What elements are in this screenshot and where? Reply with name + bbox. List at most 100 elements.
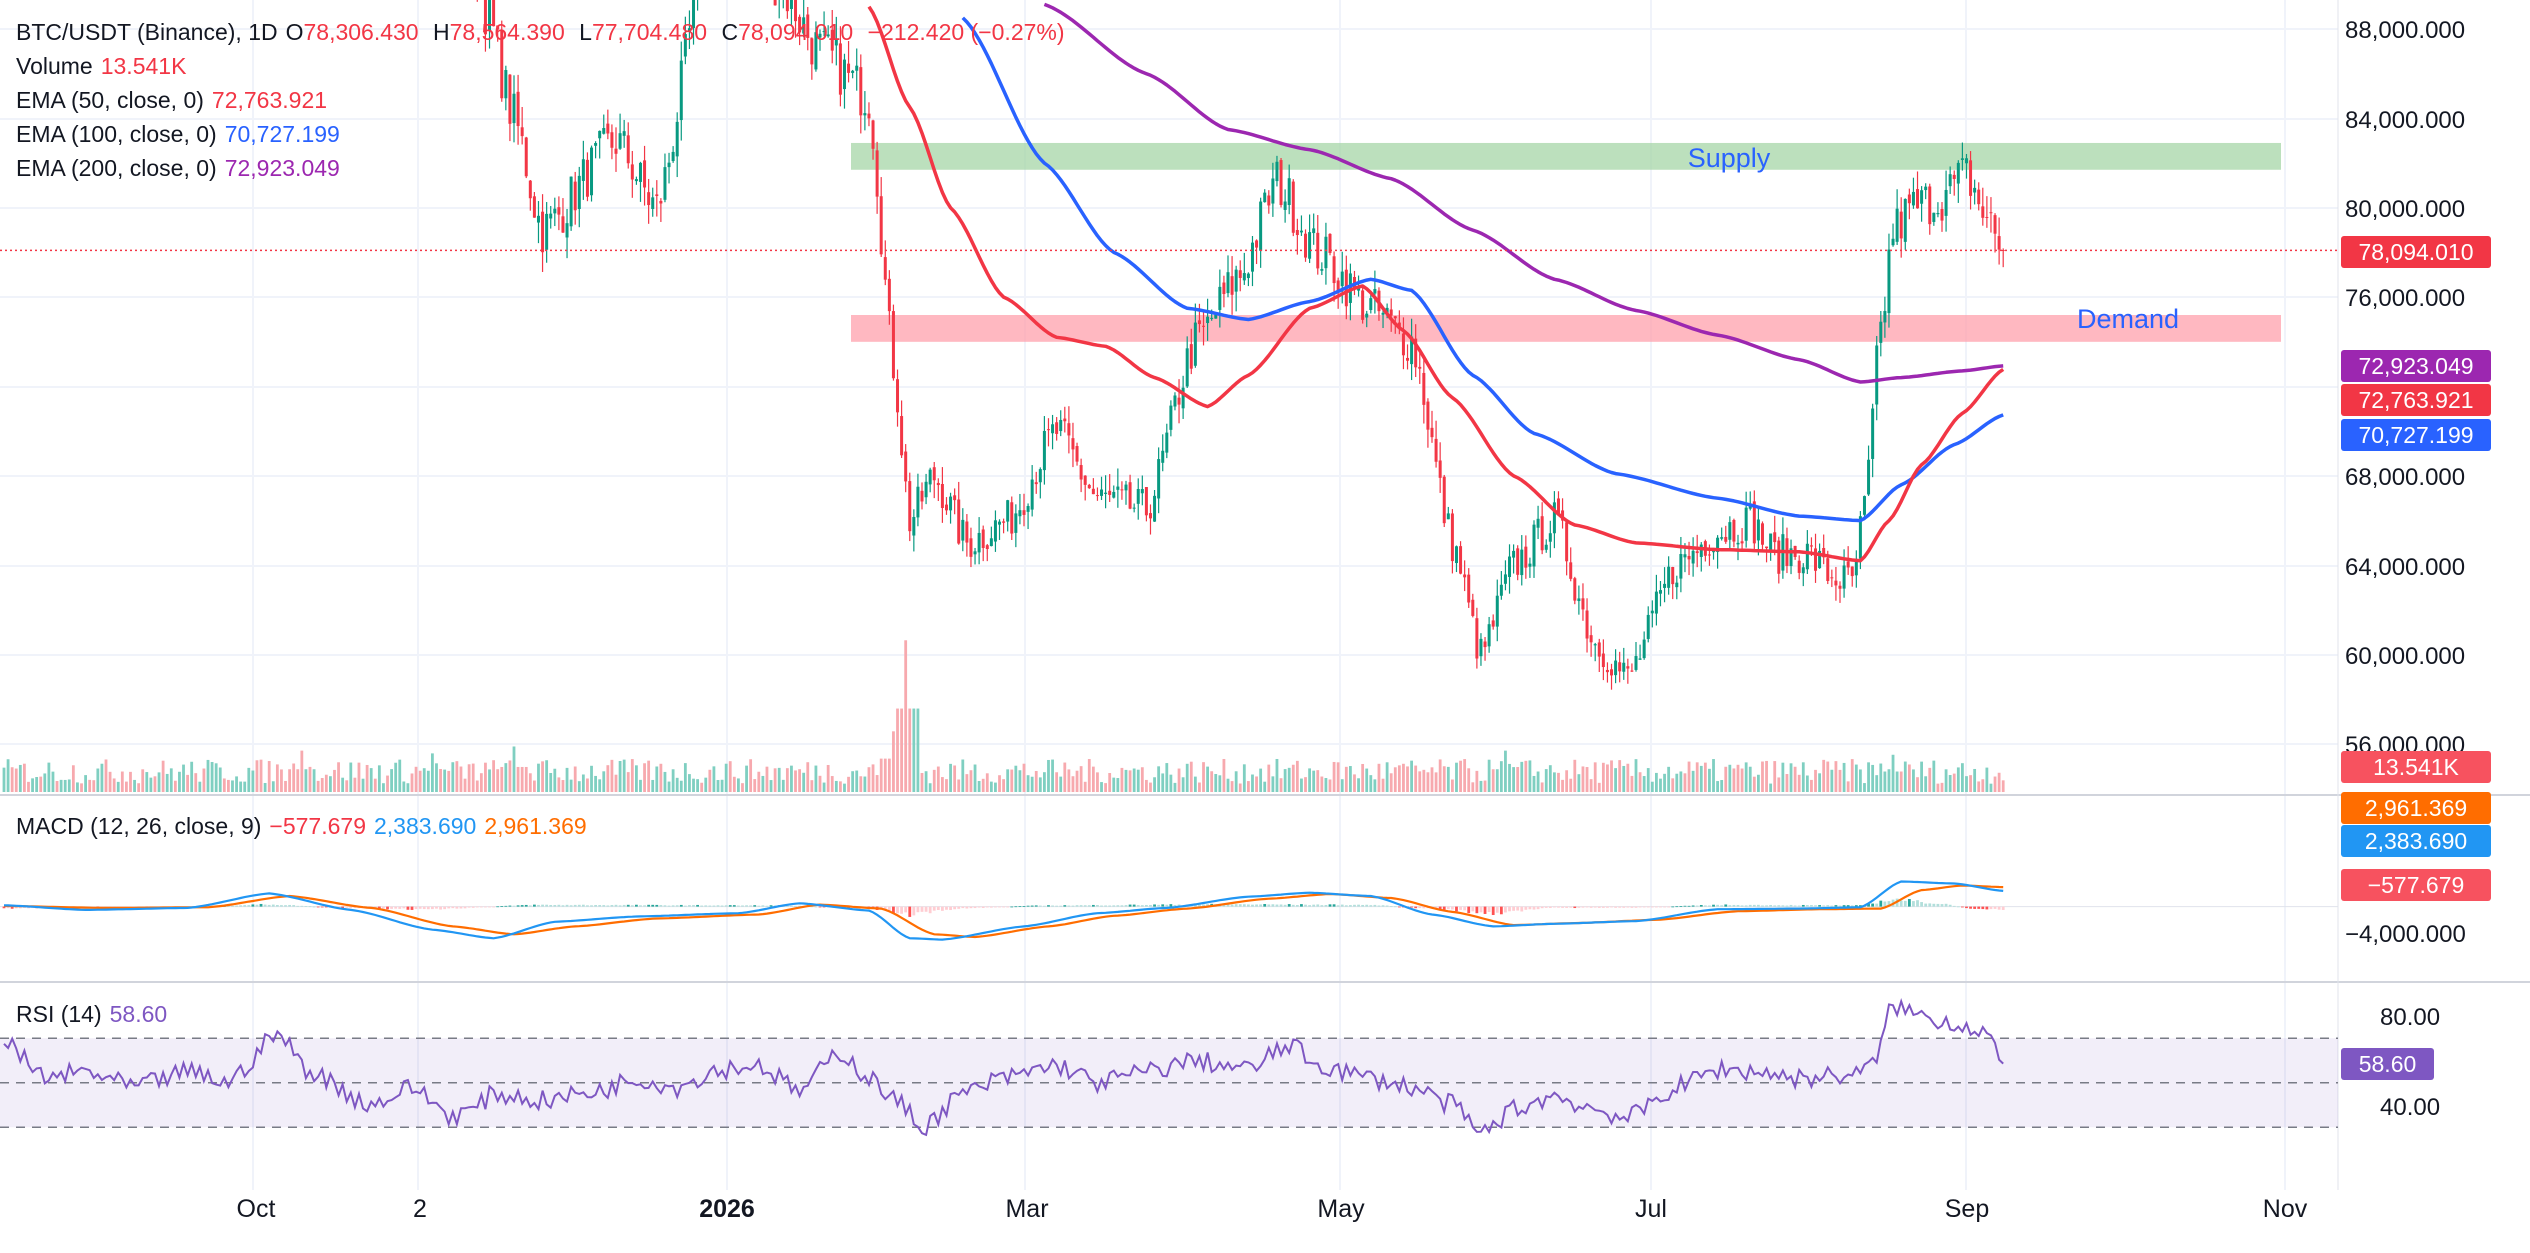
volume-bar-150 xyxy=(614,774,618,792)
legend-volume-value: 13.541K xyxy=(100,53,187,79)
volume-bar-377 xyxy=(1540,782,1544,792)
volume-bar-170 xyxy=(696,779,699,792)
volume-bar-479 xyxy=(1956,767,1960,792)
volume-bar-471 xyxy=(1924,776,1928,792)
macd-hist-bar-407 xyxy=(1663,906,1666,908)
candle-body-487 xyxy=(1989,212,1993,214)
macd-hist-bar-448 xyxy=(1830,905,1834,907)
legend-volume-row[interactable]: Volume 13.541K xyxy=(16,49,1073,83)
legend-ema200-row[interactable]: EMA (200, close, 0) 72,923.049 xyxy=(16,151,1073,185)
volume-bar-488 xyxy=(1993,776,1997,792)
candle-body-469 xyxy=(1916,189,1920,209)
volume-bar-235 xyxy=(961,759,965,792)
volume-bar-393 xyxy=(1606,764,1609,792)
macd-pane xyxy=(0,880,2338,941)
volume-bar-142 xyxy=(581,774,585,792)
volume-bar-199 xyxy=(814,765,818,792)
macd-hist-bar-476 xyxy=(1944,903,1948,907)
volume-bar-336 xyxy=(1373,779,1377,792)
candle-body-209 xyxy=(855,65,859,71)
volume-bar-297 xyxy=(1214,774,1218,792)
macd-hist-bar-194 xyxy=(794,905,797,907)
macd-hist-bar-353 xyxy=(1442,906,1446,910)
ema50-line xyxy=(867,5,2005,563)
candle-body-431 xyxy=(1760,523,1764,545)
candle-body-454 xyxy=(1854,561,1858,576)
volume-bar-153 xyxy=(626,772,630,792)
volume-bar-193 xyxy=(790,765,793,792)
legend-low-label: L xyxy=(579,19,592,45)
macd-hist-bar-385 xyxy=(1573,906,1577,909)
candle-body-126 xyxy=(516,91,520,127)
legend-ema50-row[interactable]: EMA (50, close, 0) 72,763.921 xyxy=(16,83,1073,117)
candle-body-465 xyxy=(1899,211,1903,239)
candle-body-389 xyxy=(1589,635,1593,643)
macd-hist-bar-310 xyxy=(1267,904,1271,907)
volume-bar-145 xyxy=(594,775,597,792)
candle-body-339 xyxy=(1385,307,1389,313)
volume-bar-195 xyxy=(798,769,801,792)
macd-hist-bar-83 xyxy=(341,906,345,909)
volume-bar-12 xyxy=(51,771,55,792)
macd-hist-bar-4 xyxy=(18,906,22,909)
volume-bar-331 xyxy=(1353,774,1356,792)
volume-bar-64 xyxy=(263,782,267,792)
time-axis-tick: Nov xyxy=(2263,1195,2308,1223)
volume-bar-138 xyxy=(565,767,569,792)
macd-legend[interactable]: MACD (12, 26, close, 9) −577.679 2,383.690… xyxy=(16,813,595,840)
volume-bar-187 xyxy=(765,766,769,792)
legend-ema100-row[interactable]: EMA (100, close, 0) 70,727.199 xyxy=(16,117,1073,151)
volume-bar-262 xyxy=(1071,776,1075,792)
legend-symbol[interactable]: BTC/USDT (Binance), 1D xyxy=(16,19,278,45)
candle-body-451 xyxy=(1842,565,1846,589)
volume-bar-432 xyxy=(1765,760,1768,792)
candle-body-399 xyxy=(1630,670,1634,672)
volume-bar-258 xyxy=(1055,772,1059,792)
macd-hist-bar-266 xyxy=(1087,905,1091,907)
macd-hist-bar-172 xyxy=(704,905,708,907)
macd-hist-bar-439 xyxy=(1793,905,1797,907)
ema200-price-tag: 72,923.049 xyxy=(2341,350,2491,382)
candle-body-410 xyxy=(1675,582,1679,588)
macd-hist-bar-397 xyxy=(1622,906,1626,908)
macd-hist-bar-376 xyxy=(1536,906,1540,910)
macd-hist-bar-150 xyxy=(614,904,618,907)
volume-bar-476 xyxy=(1944,769,1948,792)
macd-hist-bar-201 xyxy=(822,906,826,908)
candle-body-258 xyxy=(1055,422,1059,434)
volume-bar-252 xyxy=(1030,776,1034,792)
volume-bar-325 xyxy=(1328,779,1332,792)
volume-bar-390 xyxy=(1593,762,1597,792)
volume-bar-295 xyxy=(1206,766,1209,792)
candle-body-239 xyxy=(977,532,981,553)
macd-hist-bar-71 xyxy=(292,905,296,907)
macd-hist-bar-367 xyxy=(1499,906,1503,915)
macd-hist-bar-454 xyxy=(1854,905,1858,907)
macd-hist-bar-236 xyxy=(965,906,969,909)
volume-bar-272 xyxy=(1112,777,1116,792)
rsi-legend[interactable]: RSI (14) 58.60 xyxy=(16,1001,175,1028)
candle-body-406 xyxy=(1658,590,1662,594)
macd-hist-bar-426 xyxy=(1740,905,1744,907)
volume-bar-190 xyxy=(777,767,781,792)
volume-bar-484 xyxy=(1977,781,1981,792)
macd-hist-bar-132 xyxy=(541,904,544,907)
candle-body-347 xyxy=(1418,366,1422,369)
candle-body-387 xyxy=(1581,598,1585,610)
macd-hist-bar-309 xyxy=(1263,904,1267,907)
macd-hist-bar-413 xyxy=(1687,905,1691,907)
volume-bar-116 xyxy=(475,780,479,792)
candle-body-205 xyxy=(838,43,842,95)
volume-bar-414 xyxy=(1691,770,1695,792)
macd-hist-bar-157 xyxy=(643,905,646,907)
candle-body-430 xyxy=(1756,519,1760,541)
volume-bar-443 xyxy=(1810,779,1813,792)
volume-bar-125 xyxy=(512,746,516,792)
volume-bar-364 xyxy=(1487,759,1491,792)
macd-hist-bar-348 xyxy=(1422,906,1426,909)
volume-bar-100 xyxy=(410,773,414,792)
volume-bar-18 xyxy=(76,782,79,792)
volume-bar-219 xyxy=(896,708,899,792)
macd-hist-bar-148 xyxy=(606,905,610,907)
macd-hist-bar-242 xyxy=(989,906,993,908)
